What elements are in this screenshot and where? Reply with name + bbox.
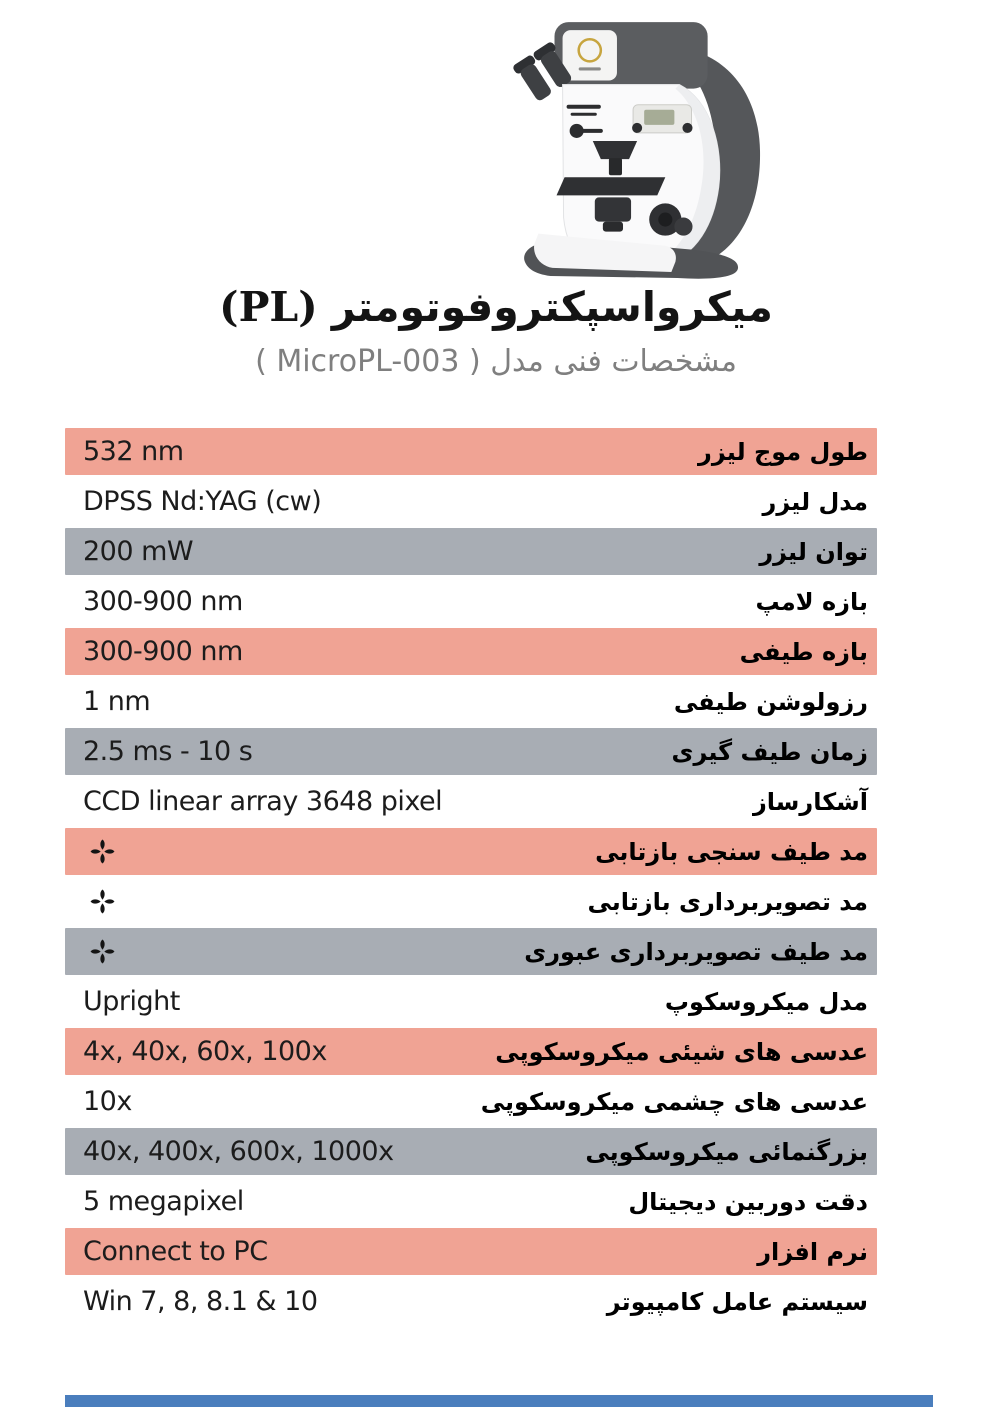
four-petal-asterisk-icon	[90, 939, 115, 964]
spec-value-cell: 300-900 nm	[83, 586, 243, 617]
spec-value: 300-900 nm	[83, 586, 243, 617]
microscope-image	[462, 8, 782, 280]
spec-value-cell	[83, 887, 123, 916]
spec-row: 300-900 nm بازه لامپ	[65, 578, 877, 625]
spec-value: 4x, 40x, 60x, 100x	[83, 1036, 327, 1067]
spec-label: زمان طیف گیری	[671, 737, 868, 766]
four-petal-asterisk-icon	[90, 889, 115, 914]
spec-label: بازه لامپ	[755, 587, 869, 616]
page-title-farsi: میکرواسپکتروفوتومتر	[331, 283, 774, 331]
spec-label: مد طیف سنجی بازتابی	[595, 837, 868, 866]
spec-row: 200 mW توان لیزر	[65, 528, 877, 575]
spec-label: توان لیزر	[759, 537, 868, 566]
spec-value-cell: 2.5 ms - 10 s	[83, 736, 253, 767]
spec-row: 5 megapixel دقت دوربین دیجیتال	[65, 1178, 877, 1225]
spec-value: Upright	[83, 986, 180, 1017]
spec-label: رزولوشن طیفی	[673, 687, 869, 716]
microscope-illustration	[513, 22, 761, 279]
spec-value-cell: 10x	[83, 1086, 132, 1117]
page-subtitle-latin: ( MicroPL-003 )	[255, 344, 481, 379]
spec-value-cell: Win 7, 8, 8.1 & 10	[83, 1286, 318, 1317]
spec-row: Win 7, 8, 8.1 & 10 سیستم عامل کامپیوتر	[65, 1278, 877, 1325]
spec-value-cell: 4x, 40x, 60x, 100x	[83, 1036, 327, 1067]
spec-value-cell: 300-900 nm	[83, 636, 243, 667]
spec-value: 300-900 nm	[83, 636, 243, 667]
spec-row: DPSS Nd:YAG (cw) مدل لیزر	[65, 478, 877, 525]
spec-row: Upright مدل میکروسکوپ	[65, 978, 877, 1025]
spec-value: Win 7, 8, 8.1 & 10	[83, 1286, 318, 1317]
spec-label: عدسی های چشمی میکروسکوپی	[480, 1087, 869, 1116]
spec-label: سیستم عامل کامپیوتر	[606, 1287, 869, 1316]
spec-value: 10x	[83, 1086, 132, 1117]
spec-value: DPSS Nd:YAG (cw)	[83, 486, 322, 517]
spec-row: 10x عدسی های چشمی میکروسکوپی	[65, 1078, 877, 1125]
spec-label: عدسی های شیئی میکروسکوپی	[495, 1037, 868, 1066]
page-subtitle: مشخصات فنی مدل ( MicroPL-003 )	[0, 341, 992, 383]
spec-row: 300-900 nm بازه طیفی	[65, 628, 877, 675]
spec-label: مد طیف تصویربرداری عبوری	[524, 937, 868, 966]
spec-label: آشکارساز	[752, 787, 869, 816]
spec-value-cell: DPSS Nd:YAG (cw)	[83, 486, 322, 517]
logo-ring-icon	[577, 37, 603, 63]
spec-value: 40x, 400x, 600x, 1000x	[83, 1136, 394, 1167]
spec-value-cell: Upright	[83, 986, 180, 1017]
spec-row: مد تصویربرداری بازتابی	[65, 878, 877, 925]
spec-row: 2.5 ms - 10 s زمان طیف گیری	[65, 728, 877, 775]
spec-value: 1 nm	[83, 686, 151, 717]
spec-table: 532 nm طول موج لیزر DPSS Nd:YAG (cw) مدل…	[65, 428, 877, 1325]
spec-row: CCD linear array 3648 pixel آشکارساز	[65, 778, 877, 825]
spec-row: مد طیف تصویربرداری عبوری	[65, 928, 877, 975]
four-petal-asterisk-icon	[90, 839, 115, 864]
spec-row: مد طیف سنجی بازتابی	[65, 828, 877, 875]
spec-label: دقت دوربین دیجیتال	[628, 1187, 868, 1216]
spec-value: 5 megapixel	[83, 1186, 244, 1217]
page-title-latin: (PL)	[219, 283, 318, 331]
spec-label: بزرگنمائی میکروسکوپی	[585, 1137, 868, 1166]
spec-value-cell: 5 megapixel	[83, 1186, 244, 1217]
spec-value-cell: 532 nm	[83, 436, 184, 467]
spec-row: 1 nm رزولوشن طیفی	[65, 678, 877, 725]
spec-value-cell	[83, 837, 123, 866]
spec-value-cell: 200 mW	[83, 536, 194, 567]
spec-label: مدل لیزر	[762, 487, 869, 516]
page-title: میکرواسپکتروفوتومتر (PL)	[0, 281, 992, 333]
spec-value: 2.5 ms - 10 s	[83, 736, 253, 767]
spec-value-cell: Connect to PC	[83, 1236, 268, 1267]
spec-value-cell: 40x, 400x, 600x, 1000x	[83, 1136, 394, 1167]
spec-value: 200 mW	[83, 536, 194, 567]
page-subtitle-farsi: مشخصات فنی مدل	[490, 344, 737, 379]
spec-value-cell: CCD linear array 3648 pixel	[83, 786, 443, 817]
spec-label: طول موج لیزر	[698, 437, 868, 466]
spec-label: مدل میکروسکوپ	[664, 987, 869, 1016]
spec-value: CCD linear array 3648 pixel	[83, 786, 443, 817]
spec-label: نرم افزار	[757, 1237, 868, 1266]
footer-accent-bar	[65, 1395, 933, 1407]
spec-row: Connect to PC نرم افزار	[65, 1228, 877, 1275]
spec-row: 4x, 40x, 60x, 100x عدسی های شیئی میکروسک…	[65, 1028, 877, 1075]
spec-row: 532 nm طول موج لیزر	[65, 428, 877, 475]
spec-value-cell: 1 nm	[83, 686, 151, 717]
spec-value-cell	[83, 937, 123, 966]
spec-row: 40x, 400x, 600x, 1000x بزرگنمائی میکروسک…	[65, 1128, 877, 1175]
spec-label: مد تصویربرداری بازتابی	[587, 887, 868, 916]
spec-label: بازه طیفی	[739, 637, 869, 666]
spec-value: Connect to PC	[83, 1236, 268, 1267]
spec-value: 532 nm	[83, 436, 184, 467]
